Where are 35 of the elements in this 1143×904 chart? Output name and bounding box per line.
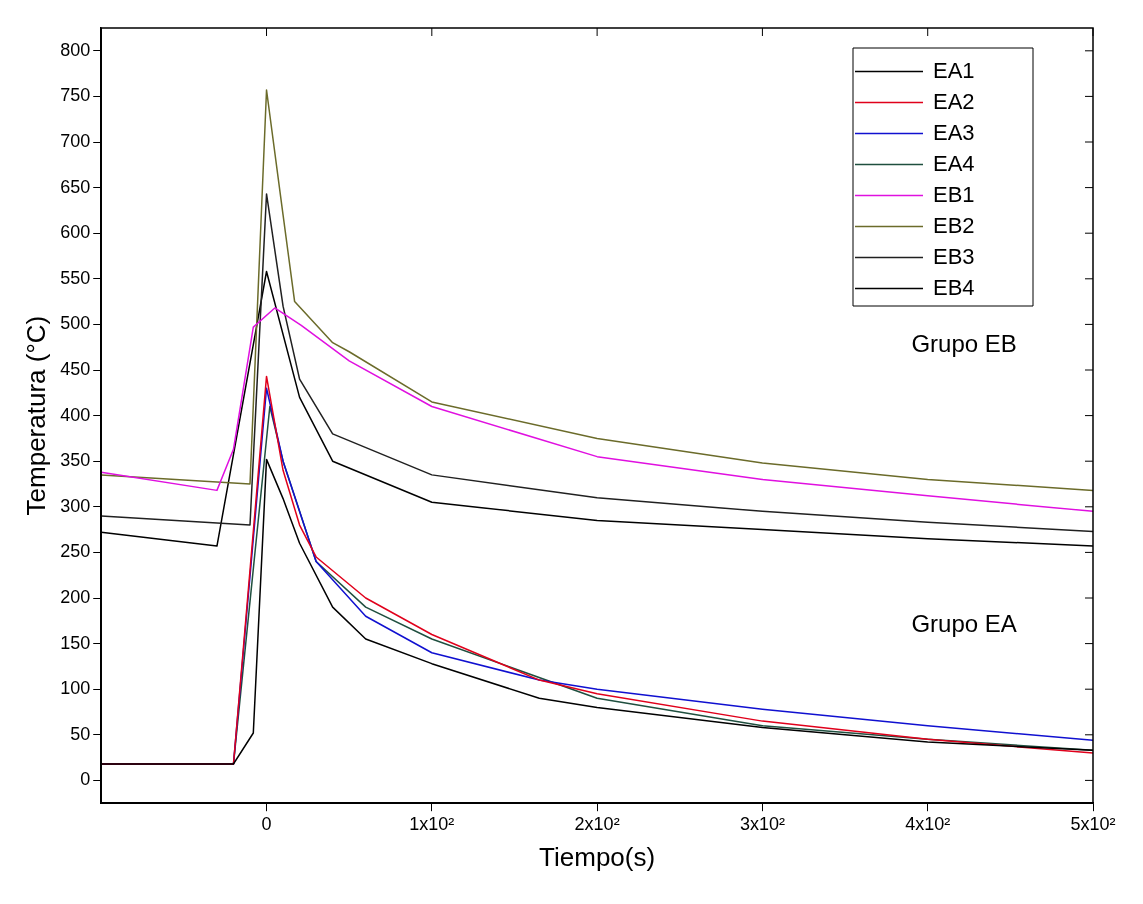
legend-label: EB4 [933,274,975,300]
x-tick-label: 4x10² [905,813,951,834]
y-tick-label: 550 [60,267,91,288]
legend-label: EA1 [933,57,975,83]
y-tick-label: 50 [70,723,91,744]
y-tick-label: 300 [60,495,91,516]
x-tick-label: 1x10² [409,813,455,834]
y-tick-label: 100 [60,678,91,699]
y-tick-label: 250 [60,541,91,562]
y-tick-label: 800 [60,39,91,60]
x-tick-label: 5x10² [1070,813,1116,834]
legend-label: EB2 [933,212,975,238]
y-tick-label: 500 [60,313,91,334]
y-tick-label: 750 [60,85,91,106]
x-tick-label: 2x10² [574,813,620,834]
x-tick-label: 0 [261,813,272,834]
y-axis-title: Temperatura (°C) [20,315,51,516]
x-tick-label: 3x10² [739,813,785,834]
x-axis-title: Tiempo(s) [539,841,656,872]
y-tick-label: 0 [80,769,91,790]
y-tick-label: 700 [60,130,91,151]
y-tick-label: 650 [60,176,91,197]
annotation: Grupo EA [911,609,1017,637]
annotation: Grupo EB [911,330,1017,358]
y-tick-label: 400 [60,404,91,425]
y-tick-label: 450 [60,358,91,379]
legend-label: EB3 [933,243,975,269]
y-tick-label: 200 [60,586,91,607]
y-tick-label: 150 [60,632,91,653]
legend-label: EA2 [933,88,975,114]
legend-label: EB1 [933,181,975,207]
legend-label: EA3 [933,119,975,145]
y-tick-label: 600 [60,222,91,243]
legend-label: EA4 [933,150,975,176]
y-tick-label: 350 [60,450,91,471]
